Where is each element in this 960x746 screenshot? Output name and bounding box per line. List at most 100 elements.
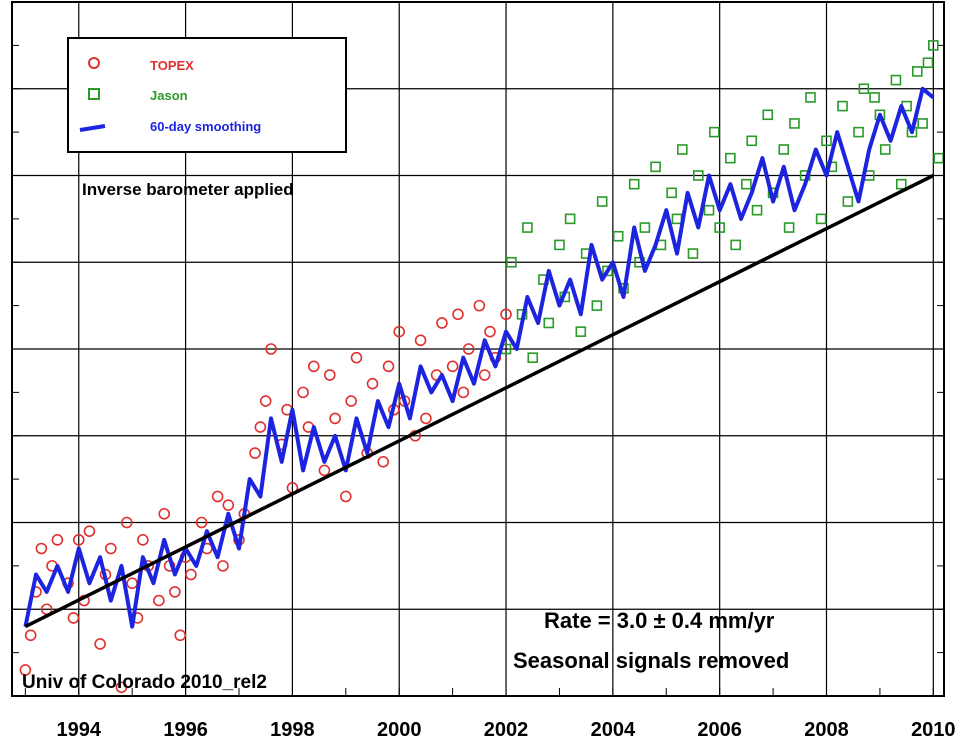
topex-point [105, 542, 117, 555]
x-tick-label: 2006 [697, 719, 742, 741]
topex-point [473, 299, 486, 312]
topex-point [137, 534, 149, 546]
rate-annotation: Rate = 3.0 ± 0.4 mm/yr [544, 608, 775, 633]
jason-point [928, 40, 939, 51]
jason-point [639, 222, 651, 233]
topex-point [318, 464, 331, 477]
x-tick-label: 2002 [484, 719, 529, 741]
topex-point [211, 490, 224, 503]
topex-point [121, 516, 133, 529]
topex-point [436, 317, 448, 329]
topex-point [393, 325, 406, 338]
x-tick-labels: 1994 1996 1998 2000 2002 2004 2006 2008 2010 [57, 719, 956, 741]
topex-series [19, 299, 512, 694]
jason-point [703, 204, 715, 216]
topex-point [83, 525, 96, 537]
trend-line [24, 173, 935, 629]
x-tick-label: 2004 [591, 719, 636, 741]
legend-smoothing-line [79, 124, 106, 132]
jason-point [554, 239, 565, 251]
jason-point [789, 118, 800, 129]
jason-point [762, 109, 774, 121]
jason-point [746, 135, 758, 147]
x-tick-label: 1996 [163, 719, 208, 741]
topex-point [265, 343, 277, 355]
jason-point [725, 152, 736, 164]
jason-point [890, 74, 902, 86]
jason-point [895, 178, 907, 190]
jason-point [805, 92, 816, 103]
jason-point [778, 144, 790, 155]
x-tick-label: 2000 [377, 719, 422, 741]
topex-point [126, 577, 138, 590]
jason-point [714, 222, 725, 233]
topex-point [452, 308, 464, 321]
jason-point [612, 230, 624, 242]
jason-point [842, 196, 854, 207]
jason-point [596, 196, 608, 207]
jason-point [917, 118, 928, 129]
x-tick-label: 2010 [911, 719, 956, 741]
topex-point [217, 560, 229, 572]
jason-point [837, 100, 848, 112]
topex-point [72, 534, 85, 546]
legend-smoothing-label: 60-day smoothing [150, 119, 261, 134]
jason-point [853, 126, 864, 138]
topex-point [500, 308, 512, 321]
jason-point [933, 152, 944, 164]
jason-point [676, 144, 688, 155]
source-annotation: Univ of Colorado 2010_rel2 [22, 672, 267, 693]
jason-point [911, 66, 923, 77]
topex-point [153, 594, 165, 607]
jason-point [741, 178, 752, 190]
topex-point [174, 629, 187, 642]
topex-point [446, 360, 459, 373]
jason-point [815, 213, 827, 225]
topex-point [222, 499, 235, 511]
plot-frame [11, 1, 945, 697]
legend: TOPEX Jason 60-day smoothing [67, 37, 347, 153]
legend-jason-marker [88, 88, 100, 100]
x-tick-label: 1994 [57, 719, 102, 741]
jason-point [666, 187, 677, 199]
jason-point [564, 213, 576, 225]
seasonal-annotation: Seasonal signals removed [513, 648, 789, 673]
x-tick-label: 1998 [270, 719, 315, 741]
jason-point [869, 92, 880, 103]
jason-point [821, 135, 832, 147]
topex-point [51, 534, 64, 546]
topex-point [462, 343, 475, 355]
jason-point [858, 83, 870, 95]
topex-point [94, 638, 106, 650]
jason-point [506, 256, 517, 268]
jason-point [602, 265, 613, 277]
jason-point [783, 222, 795, 233]
jason-point [575, 326, 587, 337]
jason-point [522, 222, 533, 233]
topex-point [24, 629, 37, 642]
legend-topex-label: TOPEX [150, 58, 194, 73]
jason-point [751, 204, 763, 216]
jason-point [671, 213, 683, 225]
jason-point [922, 57, 934, 69]
topex-point [67, 612, 80, 624]
jason-point [591, 300, 603, 311]
topex-point [350, 351, 363, 364]
topex-point [19, 664, 32, 676]
topex-point [249, 447, 261, 459]
topex-point [382, 360, 395, 373]
jason-point [730, 239, 742, 251]
jason-point [628, 178, 640, 190]
topex-point [377, 455, 389, 468]
topex-point [323, 369, 336, 381]
topex-point [329, 412, 341, 425]
smoothing-series [23, 86, 935, 629]
jason-point [650, 161, 661, 173]
topex-point [484, 325, 496, 338]
topex-point [169, 586, 181, 598]
legend-box [67, 37, 347, 153]
topex-point [414, 334, 427, 347]
topex-point [158, 508, 171, 520]
trend-layer [24, 173, 935, 629]
